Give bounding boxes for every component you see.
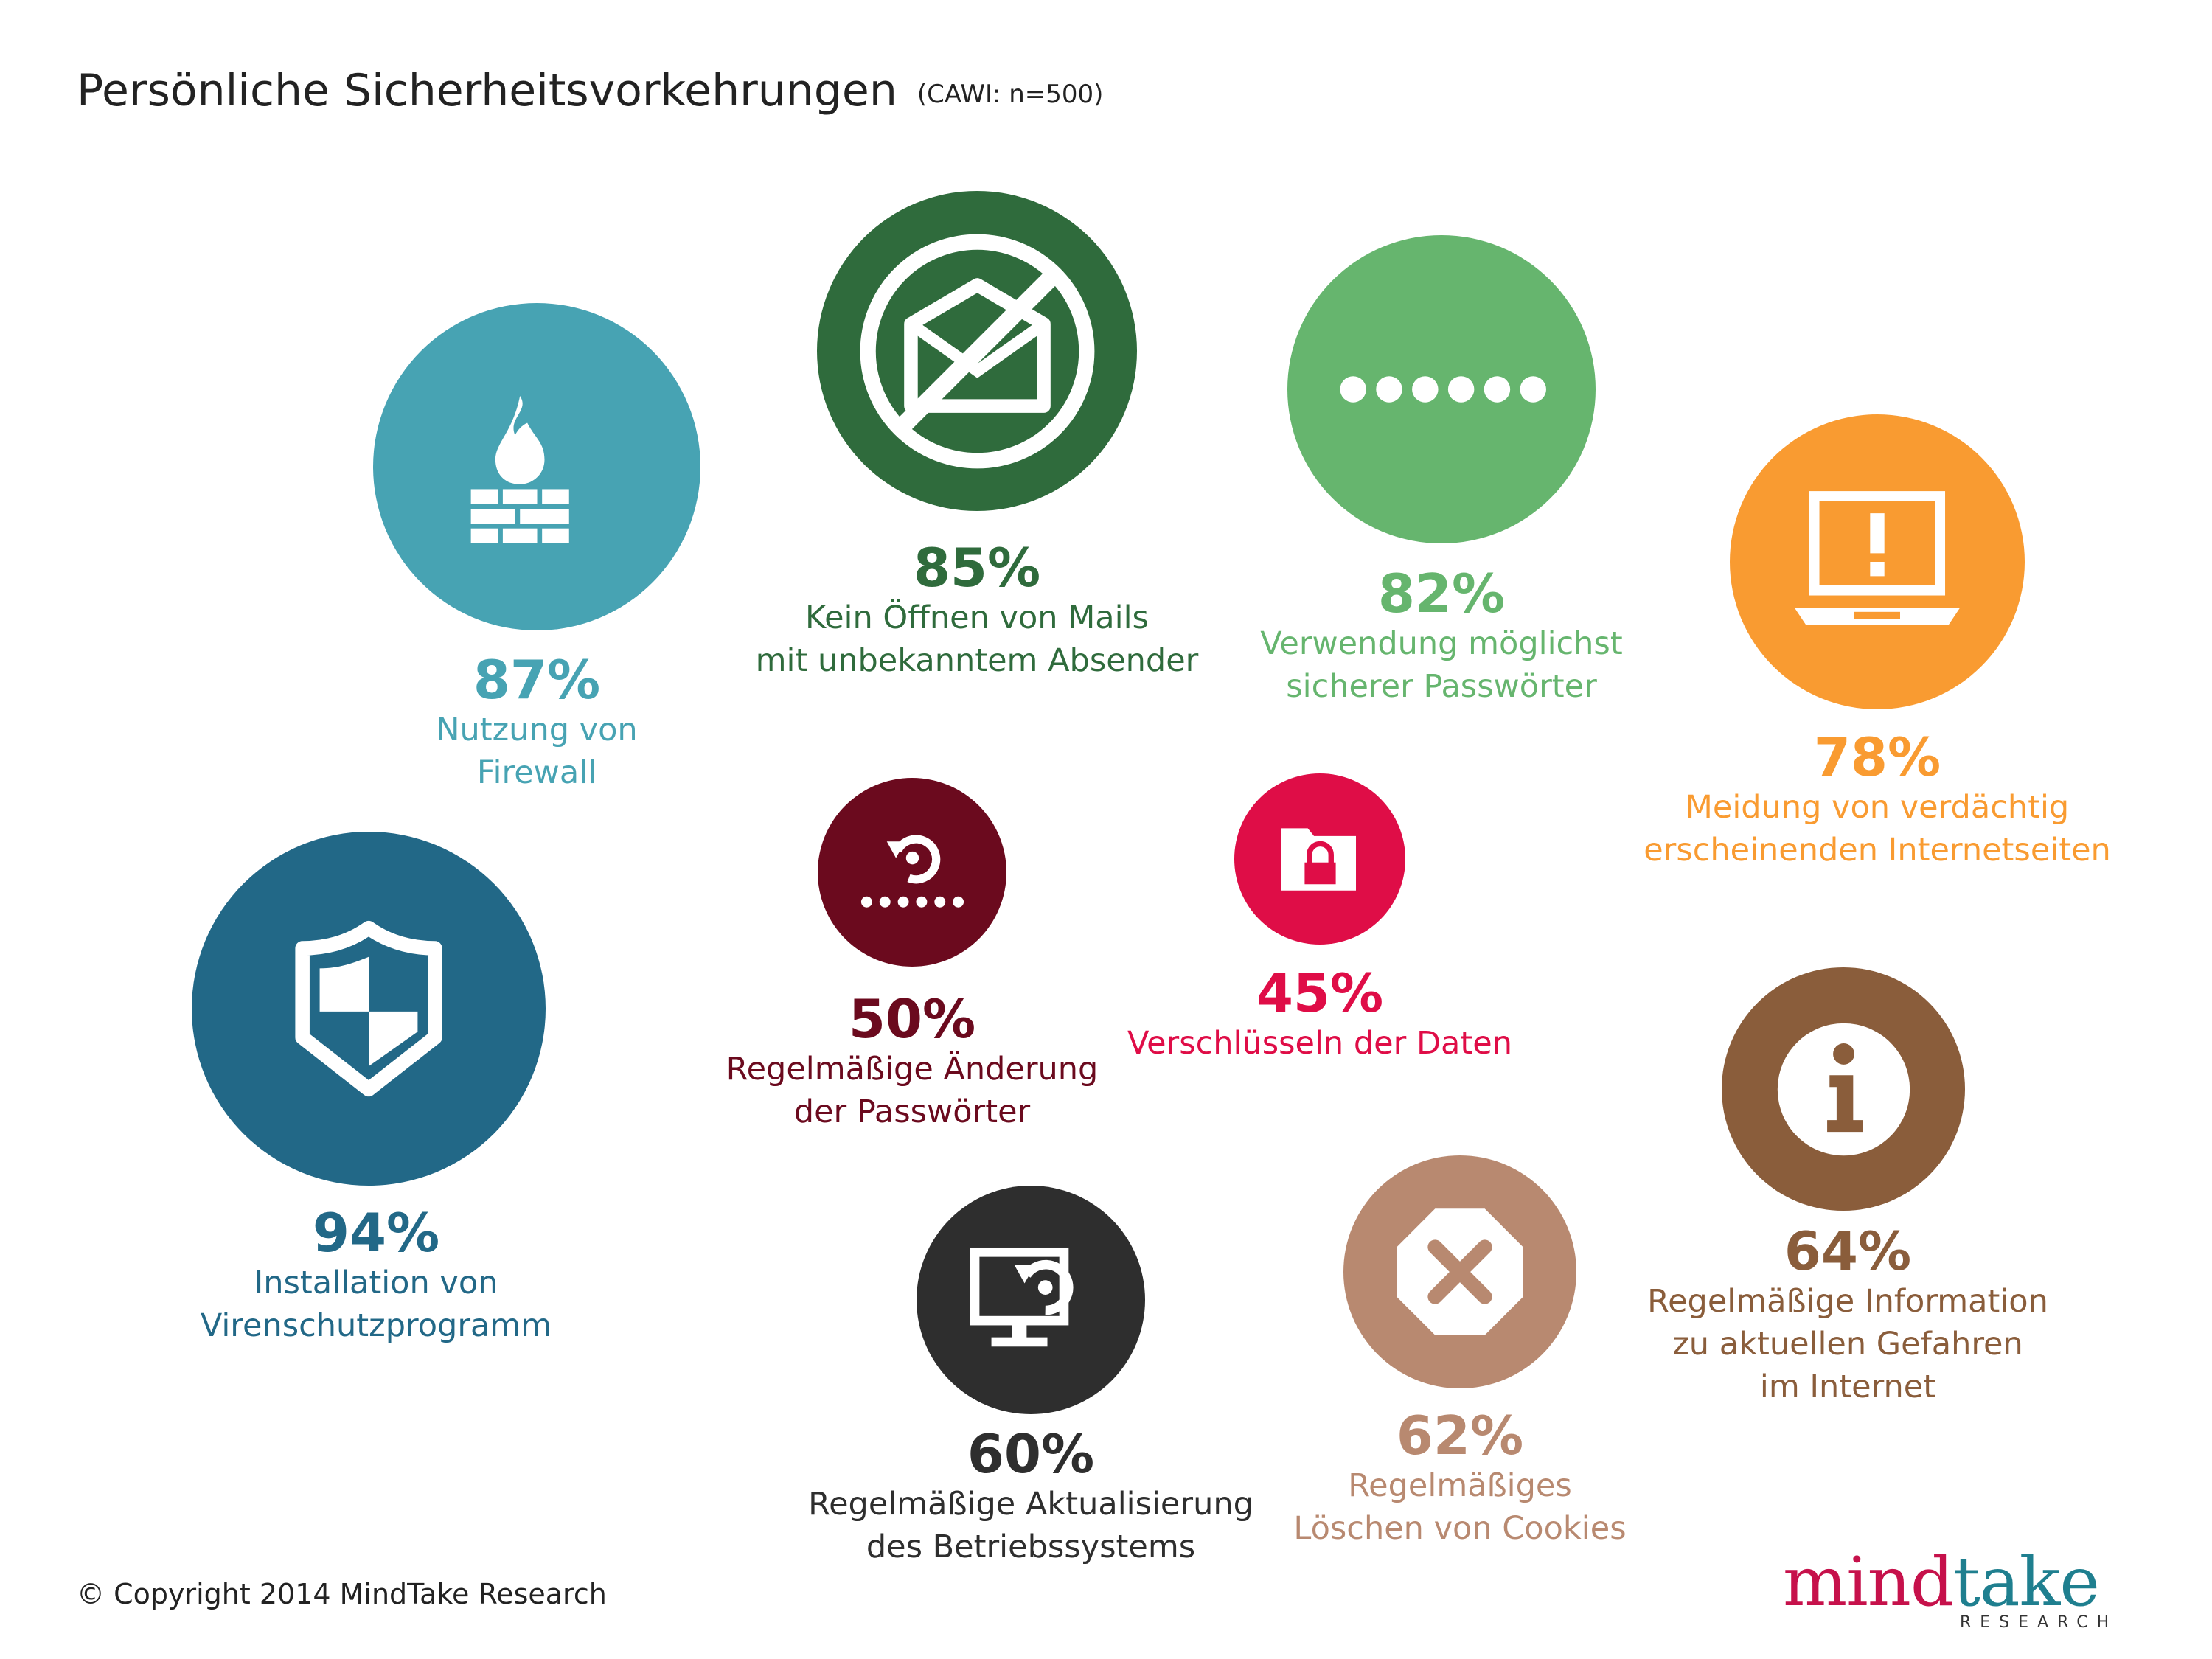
category-label-line: Meidung von verdächtig [1685, 788, 2070, 826]
percent-value: 45% [1256, 962, 1384, 1024]
percent-value: 87% [473, 649, 601, 711]
password-dots-icon [1337, 285, 1546, 494]
monitor-update-icon [964, 1234, 1097, 1366]
mindtake-logo: mindtake RESEARCH [1783, 1548, 2109, 1632]
bubble-passwords [1287, 235, 1596, 543]
category-label: Installation von Virenschutzprogramm [201, 1262, 552, 1347]
bubble-info [1722, 967, 1965, 1211]
category-label-line: Kein Öffnen von Mails [805, 599, 1149, 636]
category-label-line: der Passwörter [793, 1093, 1031, 1130]
category-label-line: Virenschutzprogramm [200, 1307, 552, 1344]
delete-cookies-icon [1388, 1200, 1532, 1344]
bubble-encrypt [1234, 773, 1405, 945]
category-label-line: im Internet [1759, 1368, 1936, 1405]
label-os-update: 60% Regelmäßige Aktualisierung des Betrieb… [808, 1423, 1253, 1568]
percent-value: 60% [967, 1423, 1095, 1485]
percent-value: 78% [1813, 726, 1941, 788]
category-label-line: Löschen von Cookies [1293, 1509, 1627, 1547]
category-label: Regelmäßige Information zu aktuellen Gefa… [1647, 1280, 2048, 1408]
label-info: 64% Regelmäßige Information zu aktuellen G… [1647, 1220, 2048, 1408]
logo-word-take: take [1952, 1543, 2100, 1621]
bubble-cookies [1343, 1155, 1576, 1388]
category-label-line: Nutzung von [436, 711, 638, 748]
bubble-websites [1730, 414, 2025, 709]
label-antivirus: 94% Installation von Virenschutzprogramm [201, 1202, 552, 1347]
category-label-line: sicherer Passwörter [1286, 667, 1597, 705]
chart-subtitle: (CAWI: n=500) [917, 80, 1104, 109]
category-label-line: Verschlüsseln der Daten [1127, 1024, 1512, 1062]
label-passwords: 82% Verwendung möglichst sicherer Passwört… [1260, 566, 1622, 708]
category-label-line: zu aktuellen Gefahren [1672, 1325, 2023, 1363]
category-label-line: Installation von [254, 1264, 498, 1301]
category-label: Regelmäßiges Löschen von Cookies [1293, 1464, 1626, 1550]
category-label: Kein Öffnen von Mails mit unbekanntem Abs… [756, 597, 1199, 682]
category-label-line: erscheinenden Internetseiten [1644, 831, 2111, 869]
firewall-icon [459, 389, 616, 546]
logo-word-mind: mind [1783, 1543, 1954, 1621]
label-mails: 85% Kein Öffnen von Mails mit unbekanntem … [756, 540, 1199, 682]
chart-title: Persönliche Sicherheitsvorkehrungen (CAW… [77, 65, 1103, 116]
bubble-pwchange [818, 778, 1006, 967]
label-encrypt: 45% Verschlüsseln der Daten [1127, 962, 1512, 1065]
category-label-line: Regelmäßiges [1348, 1467, 1572, 1504]
label-firewall: 87% Nutzung von Firewall [436, 649, 637, 794]
category-label: Verwendung möglichst sicherer Passwörter [1260, 622, 1622, 708]
category-label-line: des Betriebssystems [866, 1528, 1196, 1565]
shield-icon [276, 917, 461, 1101]
category-label-line: Firewall [476, 754, 597, 791]
percent-value: 94% [312, 1202, 440, 1264]
label-pwchange: 50% Regelmäßige Änderung der Passwörter [726, 988, 1099, 1133]
logo-tagline: RESEARCH [1960, 1613, 2118, 1632]
percent-value: 85% [913, 537, 1041, 599]
info-icon [1768, 1014, 1919, 1165]
category-label: Nutzung von Firewall [436, 709, 637, 794]
percent-value: 50% [848, 988, 976, 1050]
category-label: Verschlüsseln der Daten [1127, 1022, 1512, 1065]
no-mail-icon [852, 226, 1102, 476]
percent-value: 62% [1396, 1405, 1524, 1467]
category-label-line: Regelmäßige Aktualisierung [808, 1485, 1253, 1523]
bubble-antivirus [192, 832, 546, 1186]
category-label-line: Verwendung möglichst [1260, 625, 1623, 662]
category-label: Meidung von verdächtig erscheinenden Inte… [1644, 786, 2111, 872]
copyright-text: © Copyright 2014 MindTake Research [77, 1578, 607, 1610]
category-label-line: Regelmäßige Änderung [726, 1050, 1099, 1088]
laptop-warning-icon [1786, 470, 1969, 653]
bubble-firewall [373, 303, 700, 630]
percent-value: 64% [1784, 1220, 1912, 1282]
password-refresh-icon [854, 814, 971, 931]
bubble-mails [817, 191, 1137, 511]
locked-folder-icon [1270, 810, 1370, 909]
bubble-os-update [917, 1186, 1145, 1414]
chart-title-text: Persönliche Sicherheitsvorkehrungen [77, 65, 897, 116]
label-websites: 78% Meidung von verdächtig erscheinenden I… [1644, 726, 2111, 872]
category-label: Regelmäßige Aktualisierung des Betriebssy… [808, 1483, 1253, 1568]
category-label-line: mit unbekanntem Absender [755, 641, 1199, 679]
label-cookies: 62% Regelmäßiges Löschen von Cookies [1293, 1408, 1626, 1550]
percent-value: 82% [1377, 563, 1506, 625]
category-label-line: Regelmäßige Information [1647, 1282, 2048, 1320]
category-label: Regelmäßige Änderung der Passwörter [726, 1048, 1099, 1133]
